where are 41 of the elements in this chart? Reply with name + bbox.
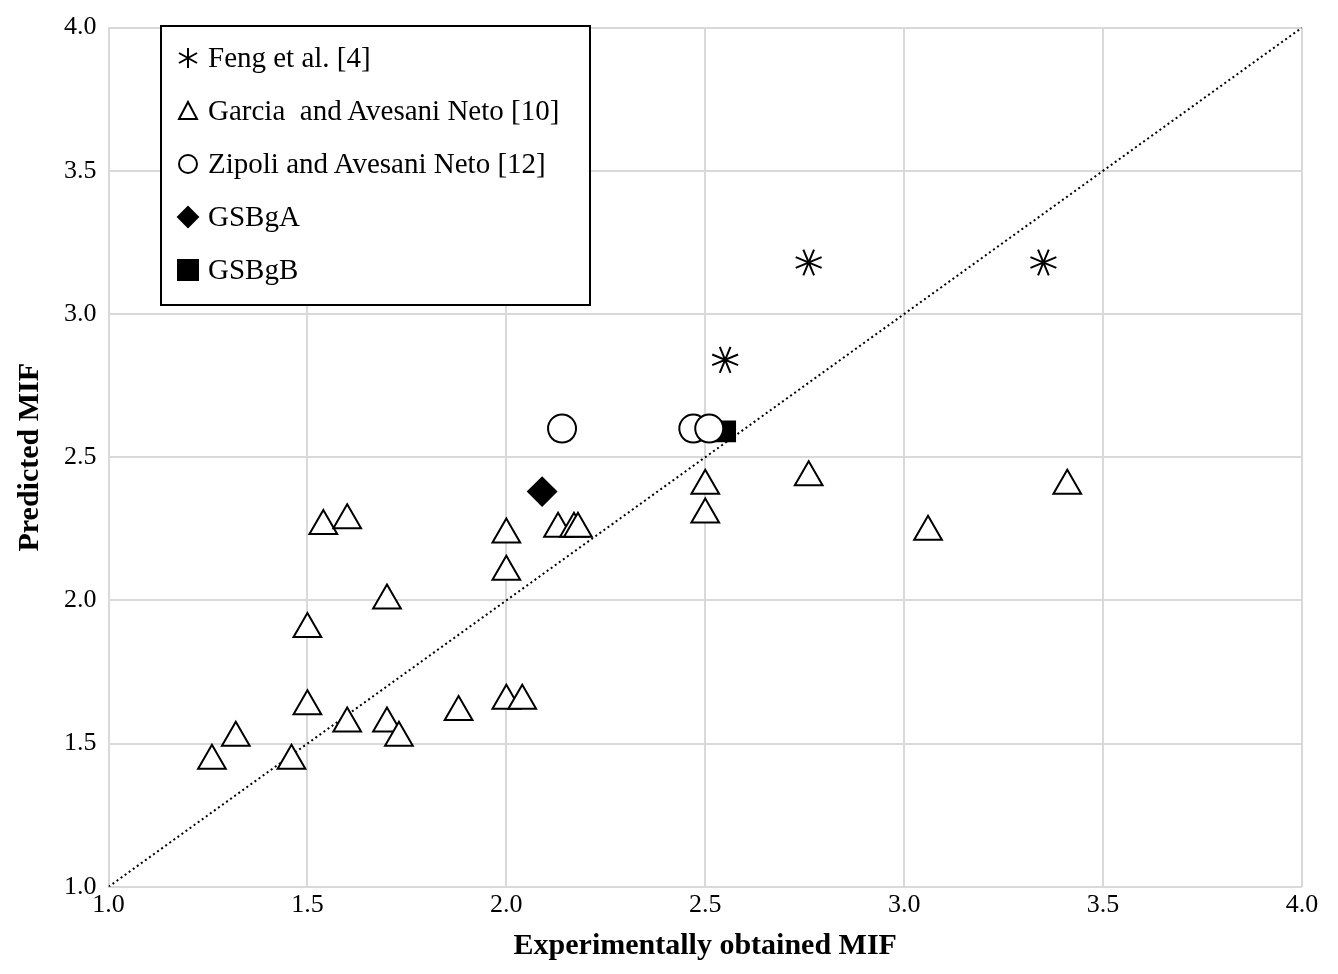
- y-tick-label: 3.0: [64, 297, 97, 327]
- legend-label: GSBgB: [208, 253, 299, 286]
- point: [507, 683, 538, 710]
- y-tick-label: 2.0: [64, 584, 97, 614]
- point: [276, 743, 307, 770]
- point: [491, 517, 522, 544]
- point: [793, 460, 824, 487]
- legend-label: GSBgA: [208, 200, 300, 233]
- x-tick-label: 2.5: [689, 889, 722, 919]
- legend-label: Feng et al. [4]: [208, 41, 371, 74]
- point: [690, 468, 721, 495]
- y-tick-label: 2.5: [64, 441, 97, 471]
- point: [1029, 248, 1058, 277]
- point: [491, 554, 522, 581]
- point: [308, 508, 339, 535]
- point: [711, 345, 740, 374]
- x-tick-label: 4.0: [1285, 889, 1319, 919]
- x-tick-label: 2.0: [490, 889, 523, 919]
- point: [332, 706, 363, 733]
- legend-label: Garcia and Avesani Neto [10]: [208, 94, 560, 127]
- y-tick-label: 1.5: [64, 727, 97, 757]
- point: [292, 612, 323, 639]
- y-tick-label: 4.0: [64, 11, 97, 41]
- point: [197, 743, 227, 770]
- point: [372, 583, 402, 610]
- point: [1052, 468, 1083, 495]
- legend-label: Zipoli and Avesani Neto [12]: [208, 147, 546, 180]
- x-axis-title: Experimentally obtained MIF: [513, 926, 897, 960]
- y-tick-label: 3.5: [64, 154, 97, 184]
- point: [443, 695, 474, 722]
- y-axis-title: Predicted MIF: [10, 362, 44, 552]
- point: [332, 503, 363, 530]
- point: [690, 497, 721, 524]
- x-tick-label: 3.5: [1086, 889, 1120, 919]
- point: [220, 720, 251, 747]
- point: [913, 514, 943, 541]
- x-tick-label: 1.5: [291, 889, 324, 919]
- point: [384, 720, 414, 747]
- point: [794, 248, 823, 277]
- x-tick-label: 3.0: [887, 889, 921, 919]
- point: [292, 689, 323, 716]
